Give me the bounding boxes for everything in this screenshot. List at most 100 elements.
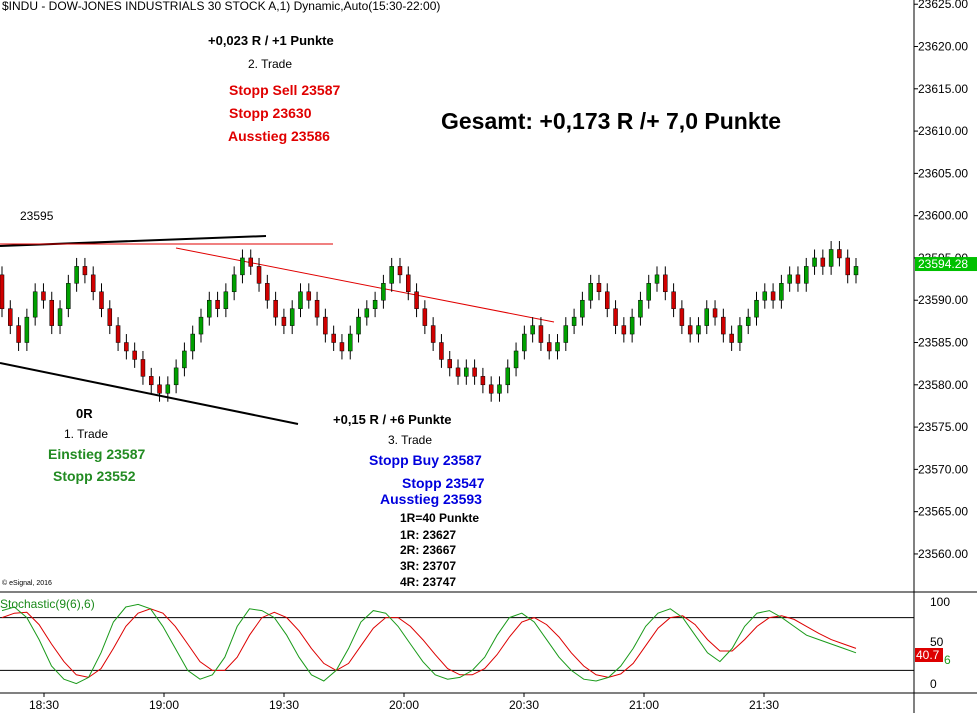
- candle-body: [414, 291, 419, 309]
- candle-body: [629, 316, 635, 335]
- stochastic-panel: [0, 603, 914, 685]
- candle-body: [530, 325, 535, 335]
- candle-body: [671, 291, 676, 309]
- candle-body: [596, 283, 602, 293]
- candle-body: [472, 367, 477, 377]
- price-tick-label: 23600.00: [918, 209, 968, 223]
- chart-header: $INDU - DOW-JONES INDUSTRIALS 30 STOCK A…: [2, 0, 441, 13]
- stoch-k-line: [1, 603, 857, 685]
- price-tick-label: 23610.00: [918, 124, 968, 138]
- copyright-label: © eSignal, 2016: [2, 580, 52, 587]
- r-level-4: 4R: 23747: [400, 575, 457, 589]
- candle-body: [820, 257, 826, 267]
- candle-body: [837, 249, 842, 259]
- downtrend-line: [175, 247, 555, 323]
- candle-body: [124, 342, 129, 352]
- candle-body: [679, 308, 685, 326]
- candle-body: [57, 308, 63, 326]
- stoch-k-tag: [915, 648, 943, 662]
- price-tick-label: 23560.00: [918, 547, 968, 561]
- candle-body: [812, 257, 817, 267]
- candle-body: [513, 350, 519, 369]
- candle-body: [712, 308, 718, 318]
- candle-body: [638, 299, 643, 318]
- candle-body: [696, 325, 701, 335]
- candle-body: [82, 266, 88, 276]
- axes: 23625.00 23620.00 23615.00 23610.00 23605.00…: [29, 0, 977, 712]
- candle-body: [704, 308, 710, 326]
- candle-body: [207, 299, 212, 318]
- candle-body: [165, 384, 171, 394]
- candle-body: [256, 266, 262, 284]
- trade1-entry: Einstieg 23587: [48, 446, 146, 462]
- candle-body: [339, 342, 345, 352]
- candle-body: [107, 308, 113, 326]
- candle-body: [140, 359, 146, 377]
- price-tick-label: 23605.00: [918, 166, 968, 180]
- candle-body: [770, 291, 776, 301]
- time-tick-label: 21:30: [749, 698, 779, 712]
- stoch-d-value: 6: [944, 653, 951, 667]
- candle-body: [182, 350, 187, 369]
- trade1-stop: Stopp 23552: [53, 468, 136, 484]
- summary-label: Gesamt: +0,173 R /+ 7,0 Punkte: [441, 108, 782, 134]
- candle-body: [522, 333, 527, 352]
- candle-body: [24, 316, 30, 343]
- candle-body: [447, 359, 452, 369]
- candle-body: [148, 376, 154, 386]
- candle-body: [580, 299, 585, 318]
- candle-body: [323, 316, 328, 335]
- price-tick-label: 23570.00: [918, 462, 968, 476]
- candle-body: [480, 376, 486, 386]
- candle-body: [190, 333, 195, 352]
- level-note: 23595: [20, 209, 54, 223]
- trade2-label: 2. Trade: [248, 57, 293, 71]
- trade2-stop-sell: Stopp Sell 23587: [229, 82, 341, 98]
- candle-body: [74, 266, 79, 284]
- candle-body: [173, 367, 179, 386]
- candle-body: [737, 325, 743, 343]
- candle-body: [422, 308, 428, 326]
- candle-body: [828, 249, 834, 267]
- candle-body: [289, 308, 295, 326]
- candle-body: [356, 316, 361, 335]
- candle-body: [281, 316, 287, 326]
- last-price-label: 23594.28: [918, 257, 968, 271]
- time-tick-label: 21:00: [629, 698, 659, 712]
- trade2-stop: Stopp 23630: [229, 105, 312, 121]
- time-tick-label: 18:30: [29, 698, 59, 712]
- last-price-tag: [915, 257, 977, 272]
- price-tick-label: 23565.00: [918, 505, 968, 519]
- candle-body: [223, 291, 229, 309]
- stoch-d-line: [1, 608, 857, 678]
- candle-body: [231, 274, 237, 293]
- candle-body: [464, 367, 469, 377]
- candle-body: [646, 283, 651, 301]
- candle-body: [306, 291, 312, 301]
- candle-body: [571, 316, 577, 326]
- price-tick-label: 23615.00: [918, 82, 968, 96]
- candle-body: [505, 367, 511, 386]
- candle-body: [314, 299, 320, 318]
- candle-body: [546, 342, 552, 352]
- trade3-exit: Ausstieg 23593: [380, 491, 482, 507]
- candle-body: [115, 325, 121, 343]
- candle-body: [248, 257, 253, 267]
- candle-body: [406, 274, 411, 293]
- candle-body: [779, 283, 784, 301]
- candle-body: [389, 266, 394, 284]
- candle-body: [132, 350, 137, 360]
- candle-body: [298, 291, 303, 309]
- candle-body: [497, 384, 502, 394]
- trade2-exit: Ausstieg 23586: [228, 128, 330, 144]
- candle-body: [364, 308, 370, 318]
- candle-body: [605, 291, 610, 309]
- time-tick-label: 20:00: [389, 698, 419, 712]
- trade2-result: +0,023 R / +1 Punkte: [208, 33, 334, 48]
- candle-body: [488, 384, 494, 394]
- trade3-label: 3. Trade: [388, 433, 433, 447]
- stochastic-label: Stochastic(9(6),6): [0, 597, 95, 611]
- trendline-lower: [0, 362, 299, 425]
